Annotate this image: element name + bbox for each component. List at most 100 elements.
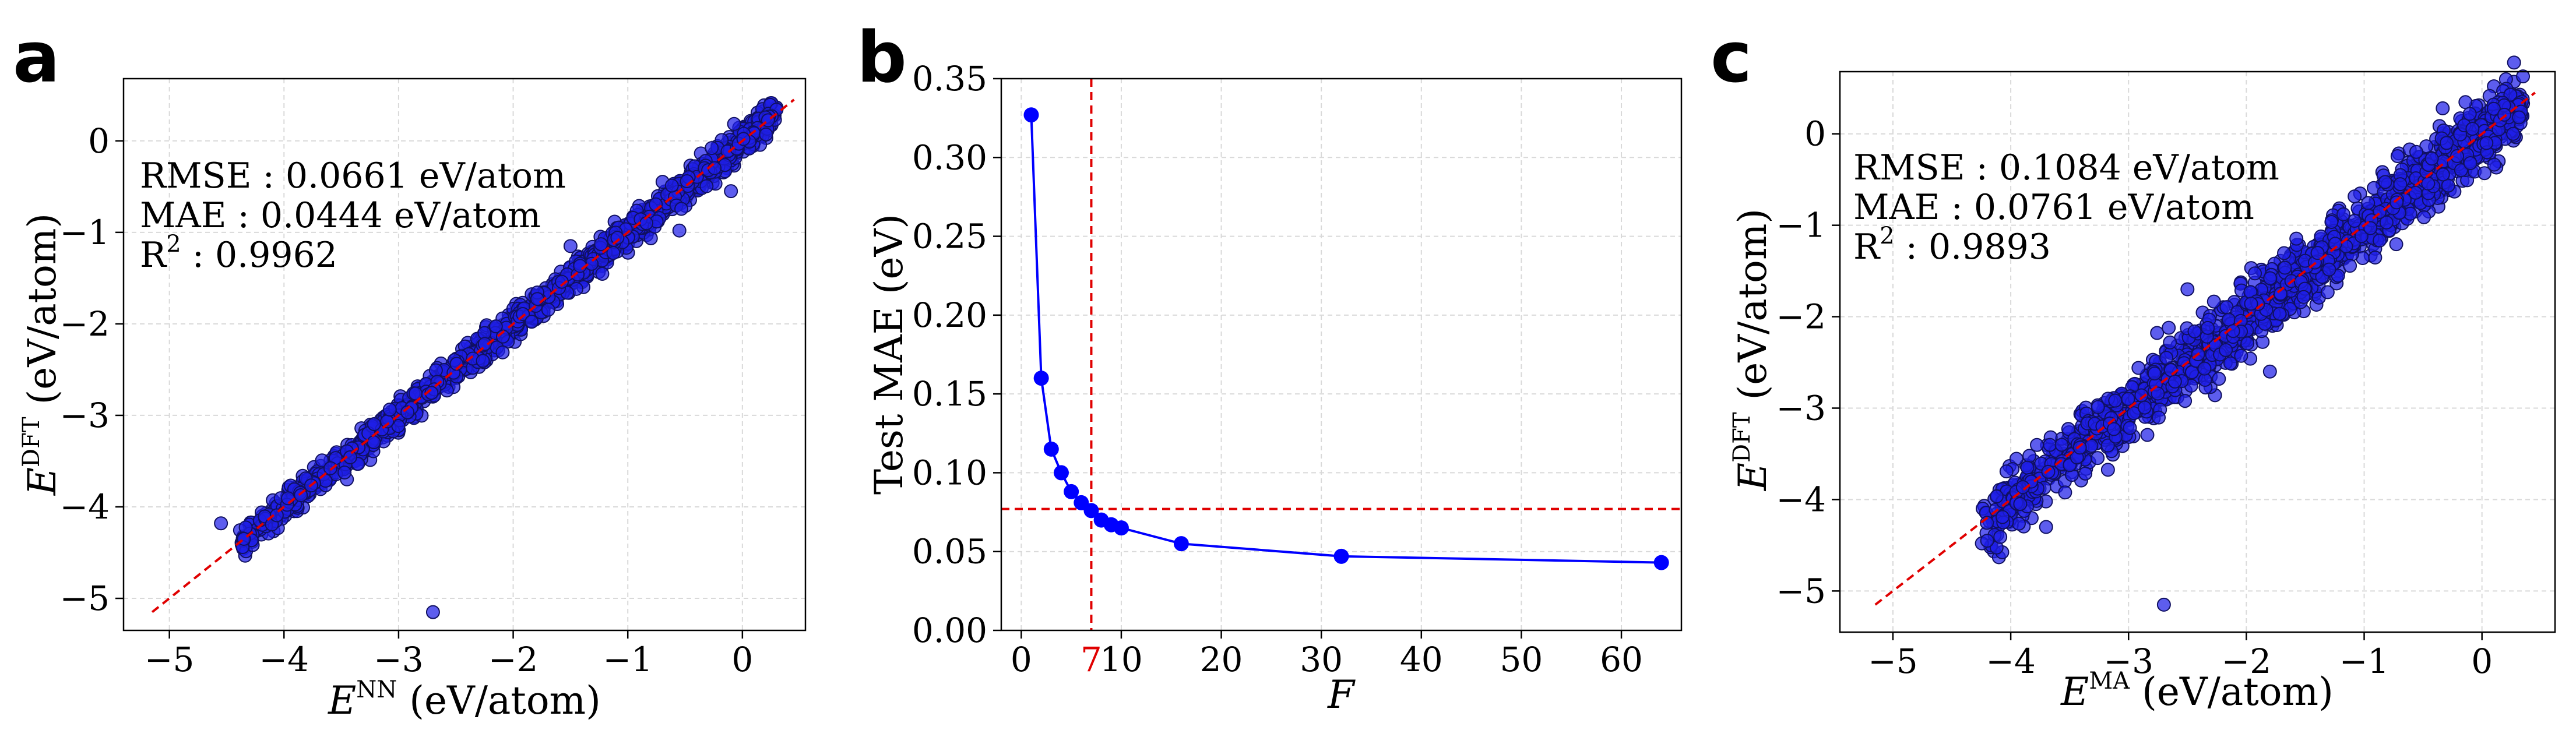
panel-a-x-label-base: E: [328, 678, 356, 723]
panel-a-x-ticks: −5 −4 −3 −2 −1 0: [145, 630, 753, 679]
c-outlier-point: [2440, 136, 2454, 150]
c-data-point: [2441, 178, 2455, 193]
panel-c-x-label-unit: (eV/atom): [2130, 669, 2334, 714]
c-data-point: [2121, 392, 2135, 406]
a-data-point: [727, 117, 741, 131]
c-data-point: [2348, 214, 2362, 228]
c-data-point: [2152, 410, 2166, 425]
b-y-tick-label: 0.35: [912, 59, 987, 98]
a-x-tick-label: 0: [731, 640, 753, 679]
c-data-point: [2131, 361, 2146, 375]
c-data-point: [2100, 438, 2115, 453]
c-data-point: [2516, 69, 2531, 84]
b-x-tick-label: 10: [1100, 640, 1143, 679]
a-data-point: [408, 386, 423, 401]
b-x-tick-label: 0: [1011, 640, 1032, 679]
c-data-point: [2147, 366, 2162, 381]
c-data-point: [2393, 177, 2408, 192]
c-data-point: [2409, 144, 2423, 159]
c-data-point: [2324, 215, 2339, 230]
c-data-point: [2274, 287, 2288, 301]
c-data-point: [2373, 233, 2387, 248]
a-data-point: [323, 461, 338, 475]
c-x-tick-label: −1: [2339, 641, 2390, 681]
b-data-point: [1333, 548, 1349, 564]
c-y-tick-label: 0: [1804, 114, 1826, 154]
c-data-point: [2054, 438, 2069, 452]
c-data-point: [2263, 271, 2278, 285]
c-data-point: [2436, 101, 2450, 115]
c-data-point: [2061, 422, 2075, 436]
panel-c-y-label-base: E: [1730, 463, 1775, 491]
a-x-tick-label: −4: [259, 640, 309, 679]
panel-b-grid: [1001, 78, 1681, 631]
panel-c-x-ticks: −5 −4 −3 −2 −1 0: [1868, 632, 2493, 681]
c-data-point: [2137, 400, 2152, 415]
c-data-point: [2450, 149, 2465, 163]
a-data-point: [705, 141, 719, 156]
c-data-point: [2022, 449, 2037, 463]
panel-a-r2-sup: 2: [166, 231, 181, 258]
panel-c-x-label-base: E: [2060, 669, 2089, 714]
panel-c-r2-sup: 2: [1880, 223, 1894, 249]
c-data-point: [2091, 400, 2105, 414]
b-data-point: [1043, 441, 1059, 457]
c-data-point: [2151, 386, 2165, 401]
b-data-point: [1173, 536, 1189, 552]
c-data-point: [2424, 151, 2439, 166]
a-y-tick-label: −5: [60, 579, 110, 618]
c-data-point: [2408, 185, 2423, 200]
c-data-point: [2277, 246, 2292, 260]
a-data-point: [488, 319, 503, 334]
c-data-point: [2020, 460, 2035, 475]
a-data-point: [495, 345, 510, 359]
c-data-point: [2011, 516, 2026, 531]
panel-a-grid: [124, 79, 805, 630]
panel-a-stats: RMSE : 0.0661 eV/atom MAE : 0.0444 eV/at…: [140, 156, 566, 276]
c-data-point: [2234, 348, 2248, 363]
c-data-point: [2462, 107, 2477, 121]
c-x-tick-label: −2: [2222, 641, 2272, 681]
b-data-point: [1064, 484, 1079, 499]
b-data-point: [1653, 555, 1669, 570]
c-data-point: [2463, 156, 2478, 171]
c-x-tick-label: −3: [2103, 641, 2153, 681]
c-y-tick-label: −3: [1776, 389, 1827, 428]
b-data-point: [1023, 107, 1039, 123]
c-data-point: [2379, 215, 2394, 230]
a-outlier-point: [563, 239, 578, 253]
panel-a-y-label-sup: DFT: [18, 417, 45, 467]
a-data-point: [530, 292, 544, 306]
panel-letter-c: c: [1711, 17, 1752, 98]
a-x-tick-label: −3: [374, 640, 424, 679]
a-data-point: [400, 405, 415, 419]
c-data-point: [2512, 110, 2526, 125]
c-data-point: [2078, 466, 2093, 481]
a-x-tick-label: −2: [488, 640, 539, 679]
panel-c-r2: R2 : 0.9893: [1853, 223, 2051, 267]
panel-a-y-label: EDFT (eV/atom): [18, 213, 65, 496]
a-x-tick-label: −1: [603, 640, 653, 679]
c-data-point: [2091, 451, 2105, 466]
c-data-point: [2336, 207, 2350, 221]
c-data-point: [2219, 343, 2233, 357]
b-y-tick-label: 0.30: [912, 137, 987, 177]
a-data-point: [674, 202, 689, 216]
panel-a-x-label: ENN (eV/atom): [328, 676, 601, 723]
c-data-point: [2127, 406, 2141, 421]
panel-a-r2-base: R: [140, 235, 167, 276]
panel-c-frame: [1839, 70, 2556, 633]
panel-c-stats: RMSE : 0.1084 eV/atom MAE : 0.0761 eV/at…: [1853, 147, 2279, 267]
c-data-point: [2354, 229, 2369, 244]
panel-letter-a: a: [13, 17, 60, 98]
b-y-tick-label: 0.25: [912, 217, 987, 256]
panel-a-x-label-sup: NN: [356, 676, 397, 703]
c-data-point: [2212, 372, 2226, 386]
c-y-tick-label: −1: [1776, 206, 1827, 245]
panel-a-rmse: RMSE : 0.0661 eV/atom: [140, 156, 566, 196]
c-data-point: [2507, 55, 2521, 70]
c-data-point: [2477, 166, 2491, 181]
a-data-point: [610, 231, 625, 245]
c-data-point: [2322, 262, 2336, 277]
a-data-point: [367, 435, 381, 450]
